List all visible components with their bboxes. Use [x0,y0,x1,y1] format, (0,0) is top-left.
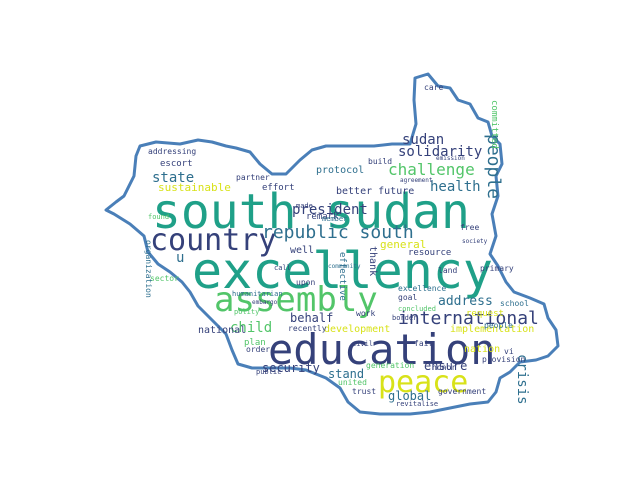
word-south-sudan: south sudan [152,184,470,240]
word-vi: vi [504,347,514,356]
word-assembly: assembly [214,280,378,320]
word-care: care [424,83,443,92]
word-civil: civil [352,340,373,348]
word-recently: recently [288,324,327,333]
word-state: state [152,170,194,186]
word-address: address [438,294,493,309]
word-ensure: ensure [424,359,467,373]
word-escort: escort [160,159,193,169]
word-security: security [262,361,320,375]
word-behalf: behalf [290,311,333,325]
word-primary: primary [480,264,514,273]
word-general: general [380,238,426,251]
word-solidarity: solidarity [398,144,482,160]
word-u: u [176,250,184,266]
word-made: made [296,202,313,210]
word-call: call [274,264,291,272]
word-well: well [290,245,314,256]
word-generation: generation [366,361,414,370]
word-revitalise: revitalise [396,400,438,408]
word-border: border [392,314,417,322]
word-found: found [148,213,169,221]
word-goal: goal [398,293,417,302]
word-community: community [328,263,361,270]
word-public: public [256,368,281,376]
word-sustainable: sustainable [158,181,231,194]
word-fair: fair [414,339,433,348]
word-work: work [356,309,375,318]
word-global: global [388,389,431,403]
word-excellency: excellency [192,242,493,300]
word-member: member [322,215,347,223]
word-effective: effective [337,252,347,301]
word-resource: resource [408,248,451,258]
word-school: school [500,299,529,308]
word-people: people [484,321,513,330]
word-sudan: sudan [402,132,444,148]
word-stand: stand [328,367,364,381]
word-national: national [198,325,246,336]
word-republic-south: republic south [262,222,414,243]
word-free: free [460,223,479,232]
word-international: international [398,308,539,329]
word-honor: honor [432,363,456,372]
word-child: child [230,320,272,336]
word-request: request [466,309,504,319]
word-president: president [292,202,368,218]
word-protocol: protocol [316,165,364,176]
word-land: land [438,266,457,275]
word-order: order [246,345,270,354]
word-challenge: challenge [388,160,475,179]
word-development: development [324,324,390,335]
word-people: people [483,134,504,199]
word-excellence: excellence [398,284,446,293]
word-society: society [462,238,488,245]
word-sector: sector [150,274,179,283]
word-agreement: agreement [400,177,433,184]
word-government: government [438,387,486,396]
word-upon: upon [296,278,315,287]
word-crisis: crisis [514,354,530,405]
word-remark: remark [306,212,339,222]
word-effort: effort [262,183,295,193]
word-country: country [150,223,276,258]
word-united: united [338,378,367,387]
word-embargo: embargo [252,299,278,306]
word-partner: partner [236,173,270,182]
word-provision: provision [482,355,526,364]
word-committed: committed [489,100,499,149]
word-build: build [368,157,392,166]
word-humanitarian: humanitarian [232,290,283,298]
word-education: education [268,325,496,374]
word-concluded: concluded [398,305,436,313]
word-emission: emission [436,155,465,162]
word-organization: organization [144,240,153,298]
word-nation: nation [464,344,500,355]
word-addressing: addressing [148,147,196,156]
country-outline [104,72,560,416]
word-plan: plan [244,338,266,348]
word-implementation: implementation [450,324,534,335]
word-better-future: better future [336,186,414,197]
word-health: health [430,179,481,195]
word-trust: trust [352,387,376,396]
word-peace: peace [378,365,468,400]
word-thank: thank [367,246,378,276]
word-polity: polity [234,308,259,316]
